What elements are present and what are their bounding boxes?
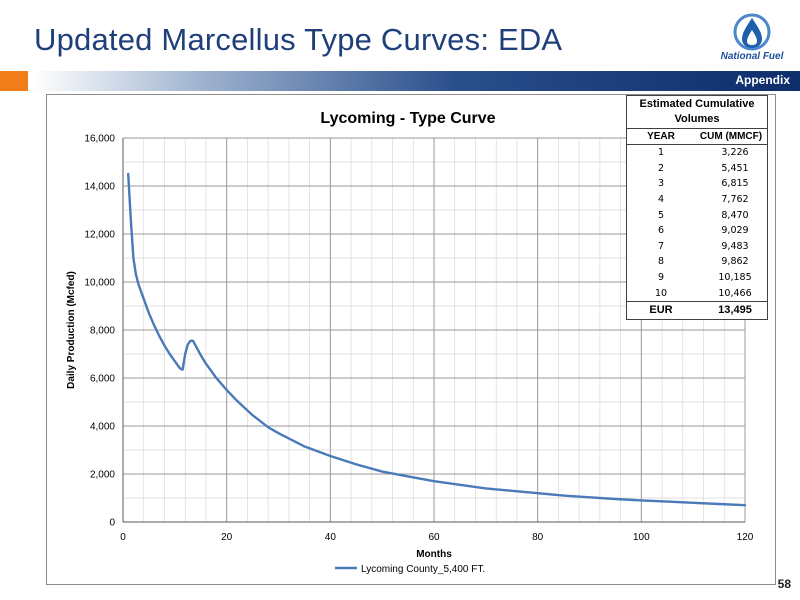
- table-cell-year: 7: [657, 240, 665, 252]
- table-row: 10 10,466: [627, 285, 767, 301]
- y-tick-label: 12,000: [84, 230, 115, 241]
- table-title: Estimated Cumulative Volumes: [627, 96, 767, 129]
- table-cell-cum: 5,451: [721, 162, 749, 174]
- y-tick-label: 16,000: [84, 134, 115, 145]
- table-row: 6 9,029: [627, 223, 767, 239]
- y-tick-label: 10,000: [84, 278, 115, 289]
- x-tick-label: 100: [633, 532, 650, 543]
- table-row: 1 3,226: [627, 145, 767, 161]
- legend-label: Lycoming County_5,400 FT.: [361, 564, 485, 575]
- x-tick-label: 40: [325, 532, 337, 543]
- table-header-cum: CUM (MMCF): [695, 129, 767, 145]
- y-tick-label: 4,000: [90, 422, 115, 433]
- table-row: 7 9,483: [627, 239, 767, 255]
- x-axis-label: Months: [416, 549, 452, 560]
- y-tick-label: 0: [109, 518, 115, 529]
- section-label: Appendix: [735, 73, 790, 87]
- header-band: [32, 71, 800, 91]
- logo-text: National Fuel: [720, 51, 784, 62]
- table-cell-cum: 9,029: [721, 225, 749, 237]
- table-cell-year: 1: [657, 147, 665, 159]
- table-cell-cum: 3,226: [721, 147, 749, 159]
- table-row-eur: EUR 13,495: [627, 300, 767, 319]
- table-cell-cum: 9,862: [721, 256, 749, 268]
- table-cell-cum: 10,185: [718, 272, 752, 284]
- table-cell-year: 10: [654, 287, 668, 299]
- series-line: [126, 172, 747, 507]
- table-row: 8 9,862: [627, 254, 767, 270]
- x-tick-label: 120: [737, 532, 754, 543]
- eur-value: 13,495: [695, 300, 767, 319]
- x-tick-label: 60: [428, 532, 440, 543]
- table-cell-cum: 6,815: [721, 178, 749, 190]
- chart-title: Lycoming - Type Curve: [320, 110, 495, 127]
- slide-title: Updated Marcellus Type Curves: EDA: [34, 22, 563, 57]
- eur-label: EUR: [627, 300, 695, 319]
- table-cell-year: 5: [657, 209, 665, 221]
- table-cell-year: 8: [657, 256, 665, 268]
- table-row: 4 7,762: [627, 192, 767, 208]
- type-curve-chart: 0 20 40 60 80 100 120 0 2,000 4,000 6,000 8,000 10,0…: [66, 110, 754, 575]
- table-header-year: YEAR: [627, 129, 695, 145]
- table-cell-year: 2: [657, 162, 665, 174]
- table-row: 9 10,185: [627, 270, 767, 286]
- header-band-accent: [0, 71, 28, 91]
- table-cell-year: 9: [657, 272, 665, 284]
- table-cell-year: 4: [657, 194, 665, 206]
- y-tick-label: 8,000: [90, 326, 115, 337]
- table-cell-year: 6: [657, 225, 665, 237]
- table-cell-cum: 8,470: [721, 209, 749, 221]
- page-number: 58: [777, 577, 791, 591]
- table-cell-cum: 10,466: [718, 287, 752, 299]
- company-logo: National Fuel: [712, 12, 792, 64]
- x-tick-label: 0: [120, 532, 126, 543]
- table-row: 2 5,451: [627, 161, 767, 177]
- y-tick-label: 2,000: [90, 470, 115, 481]
- table-row: 3 6,815: [627, 176, 767, 192]
- table-cell-cum: 7,762: [721, 194, 749, 206]
- cumulative-volumes-table: Estimated Cumulative Volumes YEAR CUM (M…: [626, 95, 768, 320]
- table-cell-year: 3: [657, 178, 665, 190]
- chart-frame: 0 20 40 60 80 100 120 0 2,000 4,000 6,000 8,000 10,0…: [46, 94, 776, 585]
- x-tick-label: 20: [221, 532, 233, 543]
- table-row: 5 8,470: [627, 207, 767, 223]
- y-tick-label: 6,000: [90, 374, 115, 385]
- y-axis-label: Daily Production (Mcfed): [66, 271, 77, 389]
- table-cell-cum: 9,483: [721, 240, 749, 252]
- flame-drop-icon: [733, 13, 771, 51]
- y-tick-label: 14,000: [84, 182, 115, 193]
- x-tick-label: 80: [532, 532, 544, 543]
